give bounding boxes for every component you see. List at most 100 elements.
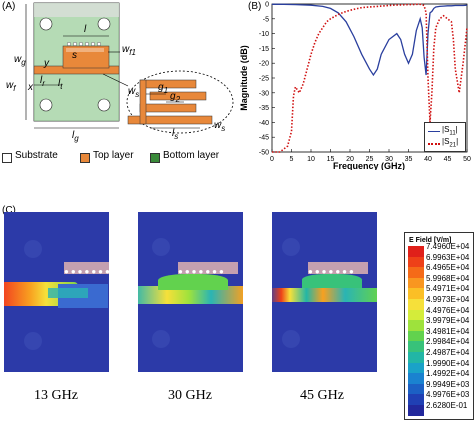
y-tick-label: 0 xyxy=(265,2,269,9)
x-axis-label: Frequency (GHz) xyxy=(333,161,405,170)
dim-ws: ws xyxy=(128,86,140,99)
x-tick-label: 15 xyxy=(327,156,335,163)
colorbar-swatch xyxy=(408,246,424,258)
panel-a-label: (A) xyxy=(2,1,16,12)
colorbar-swatch xyxy=(408,299,424,311)
dim-l: l xyxy=(84,24,87,35)
y-tick-label: -50 xyxy=(259,150,269,157)
dim-y: y xyxy=(44,58,49,69)
x-tick-label: 0 xyxy=(270,156,274,163)
dim-lr: lr xyxy=(40,75,45,88)
colorbar-swatch xyxy=(408,288,424,300)
y-tick-label: -45 xyxy=(259,135,269,142)
dim-ls: ls xyxy=(172,128,179,141)
colorbar-swatch xyxy=(408,320,424,332)
colorbar-value: 3.9979E+04 xyxy=(426,316,470,326)
colorbar-swatch xyxy=(408,330,424,342)
x-tick-label: 35 xyxy=(405,156,413,163)
dim-s: s xyxy=(72,50,77,61)
colorbar-value: 1.4992E+04 xyxy=(426,369,470,379)
panel-b-label: (B) xyxy=(248,1,262,12)
colorbar-swatch xyxy=(408,309,424,321)
colorbar-swatch xyxy=(408,256,424,268)
x-tick-label: 30 xyxy=(385,156,393,163)
panel-b: (B) 0 -5 -10 -15 -20 -25 -30 -35 -40 -45 -50 0 5 10 1… xyxy=(236,0,474,170)
dim-lg: lg xyxy=(72,130,79,143)
legend-s11: |S11| xyxy=(442,125,458,137)
colorbar-value: 2.9984E+04 xyxy=(426,337,470,347)
colorbar-swatch xyxy=(408,277,424,289)
via-row xyxy=(66,42,101,47)
x-tick-label: 45 xyxy=(444,156,452,163)
colorbar-value: 3.4981E+04 xyxy=(426,326,470,336)
colorbar-value: 9.9949E+03 xyxy=(426,379,470,389)
dim-g1: g1 xyxy=(158,82,169,95)
dim-ws2: ws xyxy=(214,120,226,133)
colorbar-value: 2.6280E-01 xyxy=(426,401,468,410)
freq-label-45: 45 GHz xyxy=(300,388,344,403)
via-hole xyxy=(97,17,111,31)
legend-label-substrate: Substrate xyxy=(15,150,58,161)
legend-swatch-substrate xyxy=(2,153,12,163)
legend-label-bottom: Bottom layer xyxy=(163,150,220,161)
x-tick-label: 50 xyxy=(463,156,471,163)
x-tick-label: 5 xyxy=(290,156,294,163)
colorbar-swatch xyxy=(408,362,424,374)
x-tick-label: 40 xyxy=(424,156,432,163)
y-tick-label: -20 xyxy=(259,61,269,68)
dim-lt: lt xyxy=(58,78,63,91)
colorbar-value: 1.9990E+04 xyxy=(426,358,470,368)
y-tick-label: -30 xyxy=(259,90,269,97)
colorbar-value: 7.4960E+04 xyxy=(426,242,470,251)
s21-curve xyxy=(272,3,468,153)
colorbar-value: 4.9976E+03 xyxy=(426,390,470,400)
y-tick-label: -5 xyxy=(263,16,269,23)
colorbar-swatch xyxy=(408,405,424,417)
y-tick-label: -10 xyxy=(259,31,269,38)
dim-g2: g2 xyxy=(170,91,181,104)
legend-s21: |S21| xyxy=(442,137,459,149)
zoomed-resonator xyxy=(127,79,213,125)
colorbar-title: E Field [V/m] xyxy=(409,237,452,244)
legend-label-top: Top layer xyxy=(93,150,134,161)
colorbar-value: 5.9968E+04 xyxy=(426,273,470,283)
colorbar-swatch xyxy=(408,341,424,353)
panel-c-label: (C) xyxy=(2,205,16,216)
field-map-45ghz: ●●●●●●● xyxy=(272,212,377,372)
y-tick-label: -15 xyxy=(259,46,269,53)
dim-wf1: wf1 xyxy=(122,44,136,57)
colorbar-value: 4.9973E+04 xyxy=(426,295,470,304)
colorbar-swatch xyxy=(408,394,424,406)
colorbar-value: 5.4971E+04 xyxy=(426,284,470,294)
field-map-13ghz: ●●●●●●● xyxy=(4,212,109,372)
legend-swatch-top xyxy=(80,153,90,163)
legend-swatch-bottom xyxy=(150,153,160,163)
y-tick-label: -40 xyxy=(259,120,269,127)
colorbar-swatch xyxy=(408,267,424,279)
via-hole xyxy=(39,98,53,112)
dim-wg: wg xyxy=(14,54,26,67)
chart-legend: |S11| |S21| xyxy=(424,122,466,152)
y-tick-label: -35 xyxy=(259,105,269,112)
colorbar-swatch xyxy=(408,352,424,364)
colorbar-value: 2.4987E+04 xyxy=(426,348,470,357)
panel-a: (A) xyxy=(0,0,235,205)
dim-wf: wf xyxy=(6,80,16,93)
x-tick-label: 10 xyxy=(307,156,315,163)
colorbar-value: 6.4965E+04 xyxy=(426,263,470,273)
colorbar-swatch xyxy=(408,383,424,395)
colorbar-value: 6.9963E+04 xyxy=(426,252,470,262)
y-tick-label: -25 xyxy=(259,76,269,83)
colorbar-swatch xyxy=(408,373,424,385)
x-tick-label: 20 xyxy=(346,156,354,163)
resonator-block xyxy=(62,45,110,69)
y-axis-label: Magnitude (dB) xyxy=(239,45,249,111)
x-tick-label: 25 xyxy=(366,156,374,163)
field-map-30ghz: ●●●●●●● xyxy=(138,212,243,372)
filter-layout-diagram xyxy=(25,2,234,134)
via-hole xyxy=(39,17,53,31)
freq-label-30: 30 GHz xyxy=(168,388,212,403)
dim-x: x xyxy=(28,82,33,93)
freq-label-13: 13 GHz xyxy=(34,388,78,403)
via-hole xyxy=(97,98,111,112)
